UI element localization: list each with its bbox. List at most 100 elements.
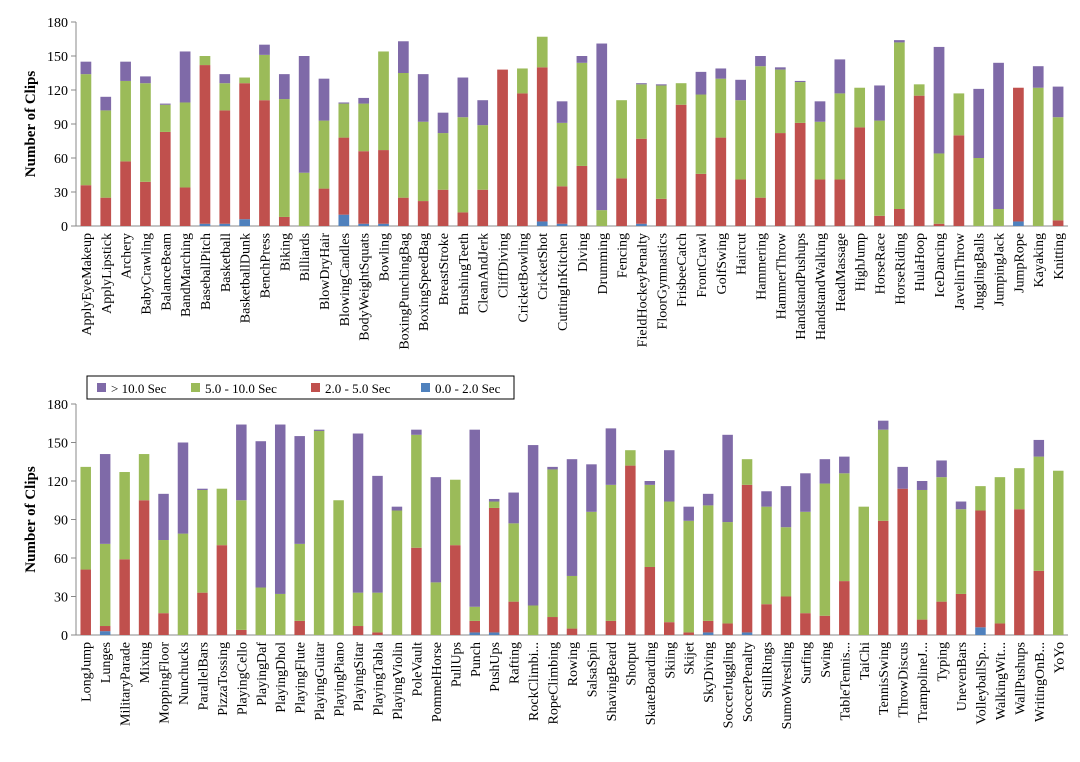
bar-segment <box>177 533 189 635</box>
bar-segment <box>1033 570 1045 635</box>
bar-segment <box>874 120 885 216</box>
bar-segment <box>372 632 383 635</box>
bar-segment <box>488 632 500 635</box>
bar-segment <box>715 78 727 138</box>
x-tick-label: Billiards <box>298 233 313 281</box>
bar-segment <box>556 223 568 226</box>
bar-segment <box>644 566 656 635</box>
bar-segment <box>508 601 519 635</box>
bar-segment <box>625 465 636 635</box>
bar-segment <box>955 509 967 594</box>
x-tick-label: MilitaryParade <box>119 642 134 726</box>
y-tick-label: 120 <box>47 84 68 99</box>
bar-segment <box>735 100 746 180</box>
x-tick-label: ParallelBars <box>196 642 211 710</box>
bar-segment <box>819 615 831 635</box>
bar-segment <box>834 93 846 180</box>
bar-segment <box>120 80 131 162</box>
bar-segment <box>457 117 469 213</box>
bar-segment <box>874 85 885 121</box>
bar-segment <box>993 209 1004 226</box>
bar-segment <box>338 103 350 138</box>
bar-segment <box>975 627 986 635</box>
bar-segment <box>916 619 928 635</box>
x-tick-label: Skijet <box>683 642 698 675</box>
bar-segment <box>834 179 846 226</box>
bar-segment <box>1032 66 1044 88</box>
bar-segment <box>177 442 189 534</box>
x-tick-label: Diving <box>576 233 591 272</box>
bar-segment <box>722 522 733 624</box>
bar-segment <box>702 493 714 506</box>
bar-segment <box>894 209 905 226</box>
bar-segment <box>398 41 409 73</box>
bar-segment <box>586 511 597 635</box>
bar-segment <box>391 506 403 511</box>
bar-segment <box>80 61 92 75</box>
x-tick-label: SumoWrestling <box>780 642 795 729</box>
bar-segment <box>239 219 250 226</box>
bar-segment <box>358 103 370 152</box>
chart-top: Number of Clips 0 30 60 90 120 150 180 ApplyEyeM… <box>23 16 1068 350</box>
x-tick-label: Punch <box>469 642 484 677</box>
bar-segment <box>313 429 325 431</box>
x-tick-label: TennisSwing <box>877 642 892 715</box>
bar-segment <box>1032 87 1044 226</box>
bar-segment <box>219 223 231 226</box>
x-tick-label: PlayingSitar <box>352 642 367 712</box>
bar-segment <box>702 505 714 621</box>
bar-segment <box>411 547 422 635</box>
bar-segment <box>975 510 986 628</box>
bar-segment <box>411 429 422 435</box>
bar-segment <box>897 466 908 489</box>
bar-segment <box>655 198 667 226</box>
y-tick-label: 60 <box>54 152 68 167</box>
bar-segment <box>358 223 370 226</box>
bar-segment <box>158 540 169 614</box>
x-tick-label: Haircut <box>735 233 750 275</box>
bar-segment <box>100 110 112 198</box>
bar-segment <box>352 592 364 627</box>
x-tick-label: JugglingBalls <box>973 233 988 310</box>
x-tick-label: Skiing <box>663 642 678 679</box>
bar-segment <box>741 459 753 485</box>
x-tick-label: Fencing <box>616 233 631 278</box>
bar-segment <box>839 581 850 635</box>
bar-segment <box>294 620 305 635</box>
y-tick-label: 0 <box>61 220 68 235</box>
bar-segment <box>120 61 131 81</box>
x-tick-label: Knitting <box>1052 233 1067 280</box>
x-tick-label: Nunchucks <box>177 642 192 705</box>
bar-segment <box>683 506 694 521</box>
bar-segment <box>274 424 286 594</box>
legend: > 10.0 Sec 5.0 - 10.0 Sec 2.0 - 5.0 Sec 0.0… <box>86 375 515 400</box>
bar-segment <box>877 420 889 430</box>
x-tick-label: SkateBoarding <box>644 642 659 725</box>
legend-swatch <box>311 383 320 392</box>
bar-segment <box>236 629 247 635</box>
bar-segment <box>566 575 578 629</box>
legend-label: 5.0 - 10.0 Sec <box>205 381 277 396</box>
bar-segment <box>605 428 617 485</box>
bar-segment <box>179 102 191 188</box>
bar-segment <box>1014 509 1025 635</box>
x-tick-label: PlayingCello <box>235 642 250 715</box>
x-tick-label: YoYo <box>1052 642 1067 673</box>
bar-segment <box>255 587 267 635</box>
bar-segment <box>1053 470 1064 635</box>
x-tick-label: Swing <box>819 642 834 678</box>
bar-segment <box>437 189 449 226</box>
x-tick-label: HighJump <box>854 233 869 291</box>
bar-segment <box>255 441 267 588</box>
x-tick-label: Rowing <box>566 642 581 686</box>
bar-segment <box>298 172 310 226</box>
bar-segment <box>298 56 310 173</box>
y-tick-label: 30 <box>54 591 68 606</box>
x-tick-label: PushUps <box>488 642 503 692</box>
bar-segment <box>814 121 826 180</box>
bar-segment <box>318 78 330 121</box>
bar-segment <box>378 51 389 151</box>
bar-segment <box>358 151 370 224</box>
bar-segment <box>197 488 208 490</box>
